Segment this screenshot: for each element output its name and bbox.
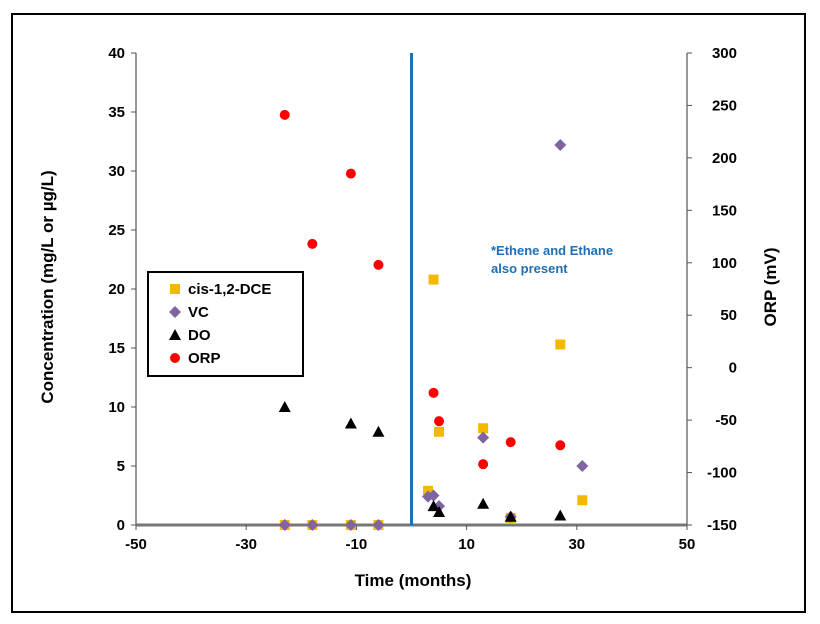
legend-label: cis-1,2-DCE [188,281,271,298]
x-tick-label: 10 [458,536,475,553]
legend-marker [169,329,181,340]
data-point-circle [307,238,318,249]
data-point-diamond [278,519,291,531]
y-left-tick-label: 15 [108,340,125,357]
data-point-square [577,495,588,506]
y-right-tick-label: 0 [729,360,737,377]
data-point-square [428,274,439,285]
data-point-triangle [477,497,490,509]
y-left-tick-label: 30 [108,163,125,180]
y-right-tick-label: 100 [712,255,737,272]
y-axis-left-label: Concentration (mg/L or µg/L) [38,170,57,403]
series-circle [279,109,566,470]
legend-label: DO [188,327,211,344]
data-point-circle [478,459,489,470]
y-right-tick-label: 250 [712,97,737,114]
annotation-line-2: also present [491,261,568,276]
x-tick-label: 50 [679,536,696,553]
data-point-diamond [576,460,589,472]
data-point-triangle [427,500,440,512]
y-left-tick-label: 5 [117,458,125,475]
x-tick-label: -30 [235,536,257,553]
x-tick-label: -50 [125,536,147,553]
legend-marker [170,284,180,294]
data-point-triangle [344,417,357,429]
data-point-triangle [504,510,517,522]
y-left-tick-label: 35 [108,104,125,121]
y-left-tick-label: 20 [108,281,125,298]
legend-label: VC [188,304,209,321]
y-right-tick-label: -100 [707,465,737,482]
y-right-tick-label: 300 [712,45,737,62]
legend: cis-1,2-DCE VC DO ORP [147,271,304,377]
data-point-circle [428,387,439,398]
y-right-tick-label: 200 [712,150,737,167]
x-tick-label: 30 [568,536,585,553]
y-left-tick-label: 40 [108,45,125,62]
x-tick-label: -10 [346,536,368,553]
legend-marker [169,306,181,318]
y-left-tick-label: 25 [108,222,125,239]
series-diamond [278,139,589,531]
data-point-square [555,339,566,350]
data-point-diamond [372,519,385,531]
data-point-circle [373,259,384,270]
data-point-circle [345,168,356,179]
y-left-tick-label: 10 [108,399,125,416]
data-point-triangle [554,509,567,521]
y-right-tick-label: -50 [715,412,737,429]
legend-label: ORP [188,350,221,367]
data-point-diamond [306,519,319,531]
x-axis-label: Time (months) [355,571,472,590]
y-axis-right-label: ORP (mV) [761,247,780,326]
data-point-triangle [372,425,385,437]
y-right-tick-label: 50 [720,307,737,324]
legend-marker [170,353,180,363]
data-point-triangle [278,401,291,412]
y-right-tick-label: 150 [712,202,737,219]
y-right-tick-label: -150 [707,517,737,534]
data-point-triangle [433,506,446,518]
data-point-diamond [344,519,357,531]
y-left-tick-label: 0 [117,517,125,534]
data-point-square [478,423,489,434]
data-point-circle [434,416,445,427]
series-triangle [278,401,567,522]
annotation-line-1: *Ethene and Ethane [491,243,613,258]
data-point-square [434,426,445,437]
data-point-circle [505,437,516,448]
data-point-circle [555,440,566,451]
data-point-diamond [554,139,567,152]
data-point-circle [279,109,290,120]
chart-frame [11,13,806,613]
data-point-diamond [427,489,440,502]
data-point-diamond [477,431,490,444]
